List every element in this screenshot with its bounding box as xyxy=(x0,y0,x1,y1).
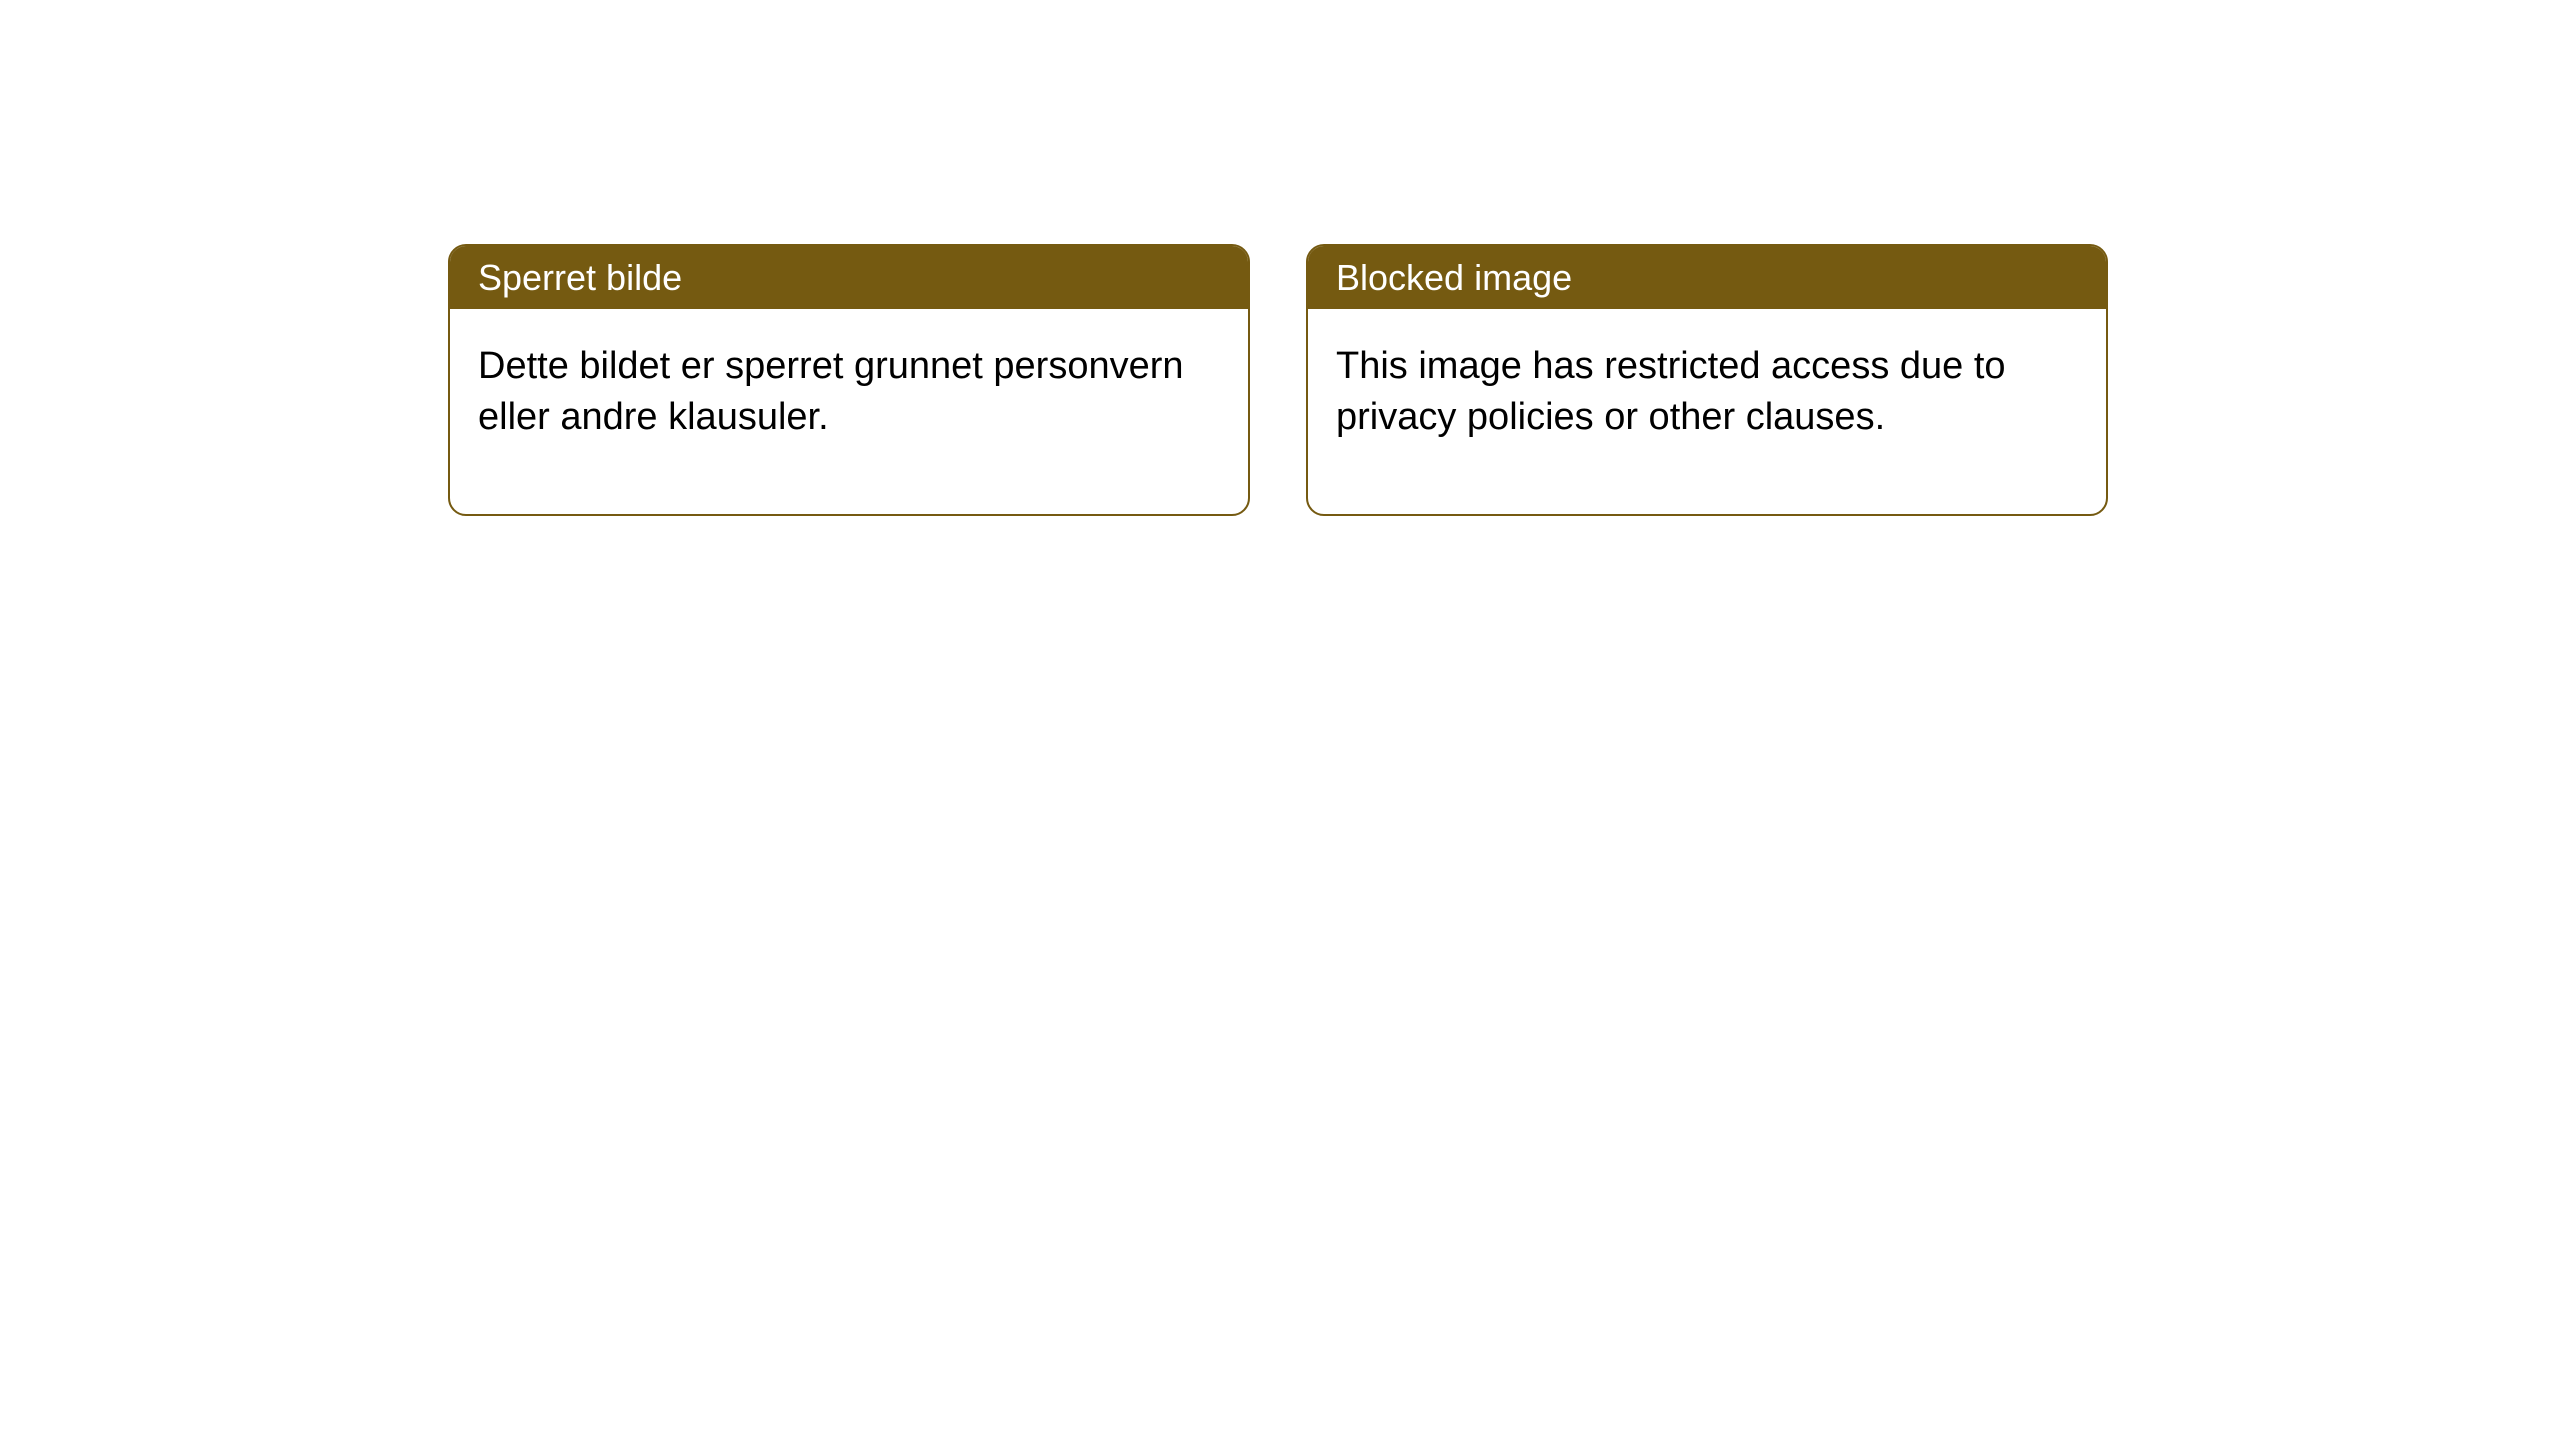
notice-card-title: Blocked image xyxy=(1308,246,2106,309)
notice-card-title: Sperret bilde xyxy=(450,246,1248,309)
notice-cards-row: Sperret bilde Dette bildet er sperret gr… xyxy=(0,0,2560,516)
notice-card-body: Dette bildet er sperret grunnet personve… xyxy=(450,309,1248,514)
notice-card-english: Blocked image This image has restricted … xyxy=(1306,244,2108,516)
notice-card-norwegian: Sperret bilde Dette bildet er sperret gr… xyxy=(448,244,1250,516)
notice-card-body: This image has restricted access due to … xyxy=(1308,309,2106,514)
